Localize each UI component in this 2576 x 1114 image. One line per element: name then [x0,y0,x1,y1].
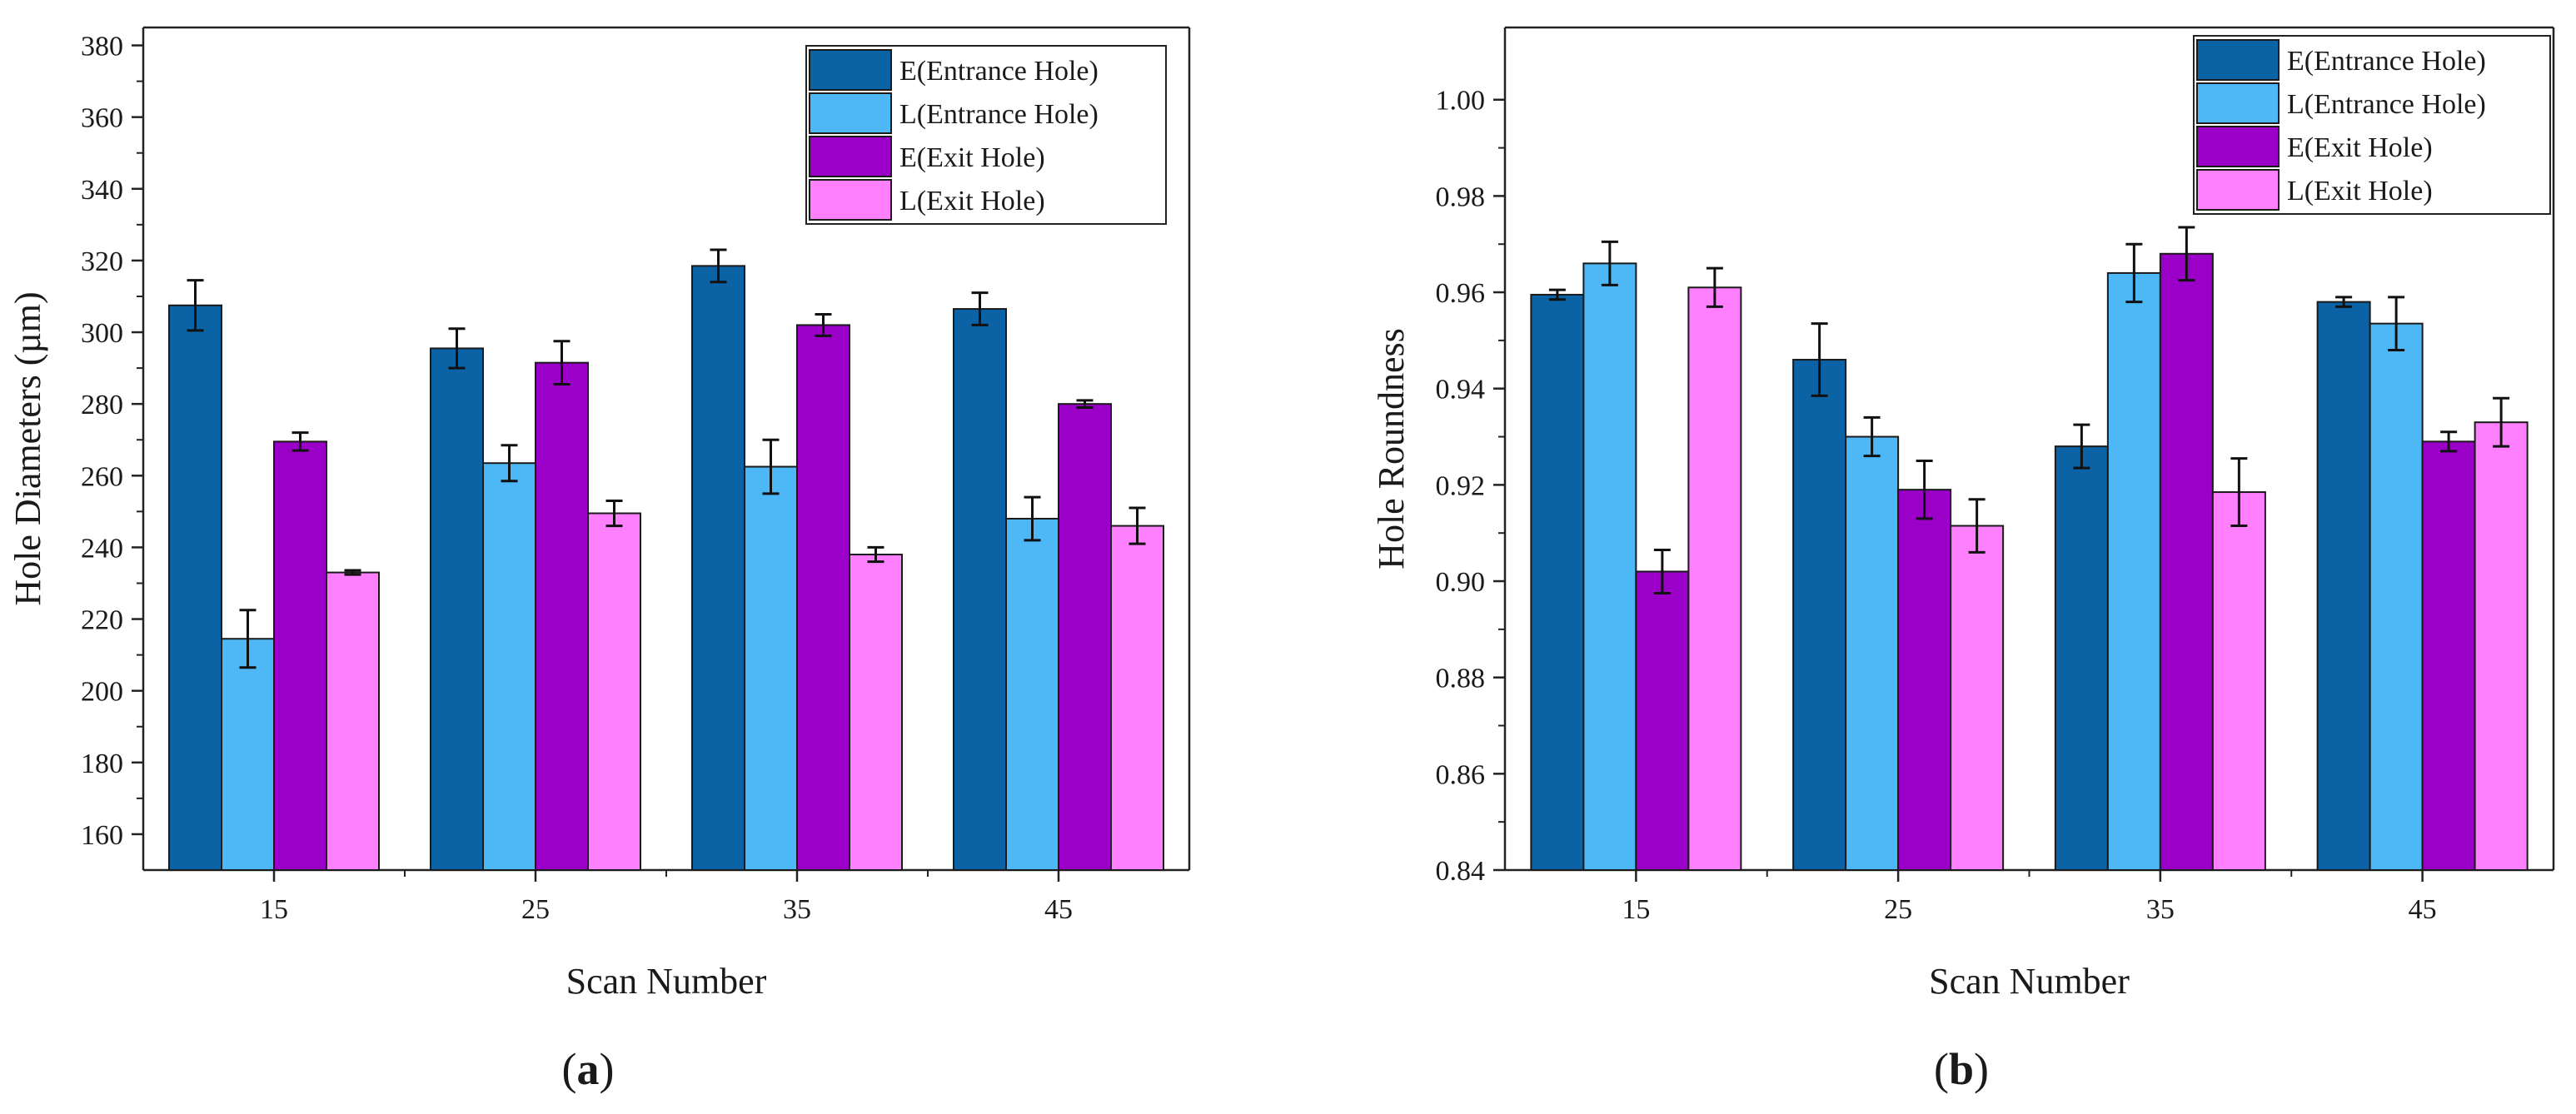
bar [2159,252,2214,871]
y-tick-label: 360 [81,103,123,134]
bar [2054,445,2109,871]
bar [1897,489,1952,871]
legend-label: E(Exit Hole) [2287,132,2433,163]
y-axis-title: Hole Roundness [1371,328,1412,569]
bar [1635,570,1690,871]
x-tick-label: 45 [2409,894,2437,925]
x-tick-label: 25 [1884,894,1912,925]
bar [1845,435,1900,871]
bar [953,308,1007,871]
bar [796,324,850,871]
legend-label: E(Entrance Hole) [899,56,1099,87]
bar [1530,293,1585,872]
x-tick-label: 35 [783,894,811,925]
x-tick-label: 15 [260,894,288,925]
y-tick-label: 180 [81,748,123,779]
y-tick-label: 0.98 [1436,182,1486,212]
y-tick-label: 0.94 [1436,375,1486,405]
y-tick-label: 0.86 [1436,759,1486,790]
y-tick-label: 340 [81,175,123,206]
legend-label: L(Exit Hole) [2287,176,2433,206]
bar [1792,359,1847,871]
bar [1582,262,1637,871]
panel-a-label: (a) [562,1044,615,1094]
y-axis-title: Hole Diameters (µm) [7,291,48,605]
bar [430,347,484,871]
bar [221,638,275,871]
legend-swatch [2196,82,2280,124]
panel-b-label: (b) [1934,1044,1989,1094]
legend-swatch [809,92,892,134]
x-tick-label: 35 [2146,894,2175,925]
y-tick-label: 220 [81,605,123,636]
bar [587,512,641,871]
panel-a-chart: 160 180 200 220 240 260 280 300 320 340 360 380 15 25… [7,26,1191,1002]
x-tick-label: 45 [1044,894,1073,925]
x-axis-title: Scan Number [566,961,767,1002]
legend-swatch [2196,39,2280,81]
y-tick-label: 320 [81,246,123,277]
bar [2211,491,2266,871]
y-tick-label: 0.96 [1436,278,1486,309]
y-tick-label: 0.88 [1436,664,1486,694]
x-axis-title: Scan Number [1929,961,2130,1002]
bar [1005,517,1059,872]
panel-b-chart: 0.84 0.86 0.88 0.90 0.92 0.94 0.96 0.98 1.00 15 25… [1371,26,2555,1002]
bar [2316,301,2371,871]
bar [2106,271,2161,871]
bar [168,304,222,871]
bar [482,462,536,871]
bar [2474,421,2529,871]
y-tick-label: 200 [81,677,123,708]
y-tick-label: 280 [81,390,123,420]
legend-swatch [809,179,892,221]
bar [1687,286,1742,871]
legend-swatch [809,136,892,177]
bar [273,440,327,871]
y-tick-label: 0.92 [1436,470,1486,501]
bar [2421,440,2476,871]
legend-label: L(Entrance Hole) [2287,89,2486,120]
legend-label: L(Exit Hole) [899,186,1045,216]
y-tick-label: 0.84 [1436,856,1486,887]
legend-label: L(Entrance Hole) [899,99,1099,130]
y-tick-label: 160 [81,820,123,851]
legend-swatch [2196,169,2280,211]
bar [744,465,798,871]
bar [2369,322,2424,872]
bar [535,361,589,872]
bar [1110,525,1164,871]
y-tick-label: 380 [81,32,123,62]
bar [1950,525,2005,871]
legend-swatch [809,49,892,91]
bar [691,265,745,872]
y-tick-label: 260 [81,461,123,492]
y-tick-label: 1.00 [1436,86,1486,117]
legend-label: E(Exit Hole) [899,142,1045,173]
x-tick-label: 25 [521,894,550,925]
y-tick-label: 240 [81,533,123,564]
legend-swatch [2196,126,2280,167]
bar [1058,403,1112,871]
bar [849,554,903,871]
legend-label: E(Entrance Hole) [2287,46,2486,77]
y-tick-label: 300 [81,318,123,349]
y-tick-label: 0.90 [1436,567,1486,598]
x-tick-label: 15 [1622,894,1650,925]
bar [326,571,380,871]
